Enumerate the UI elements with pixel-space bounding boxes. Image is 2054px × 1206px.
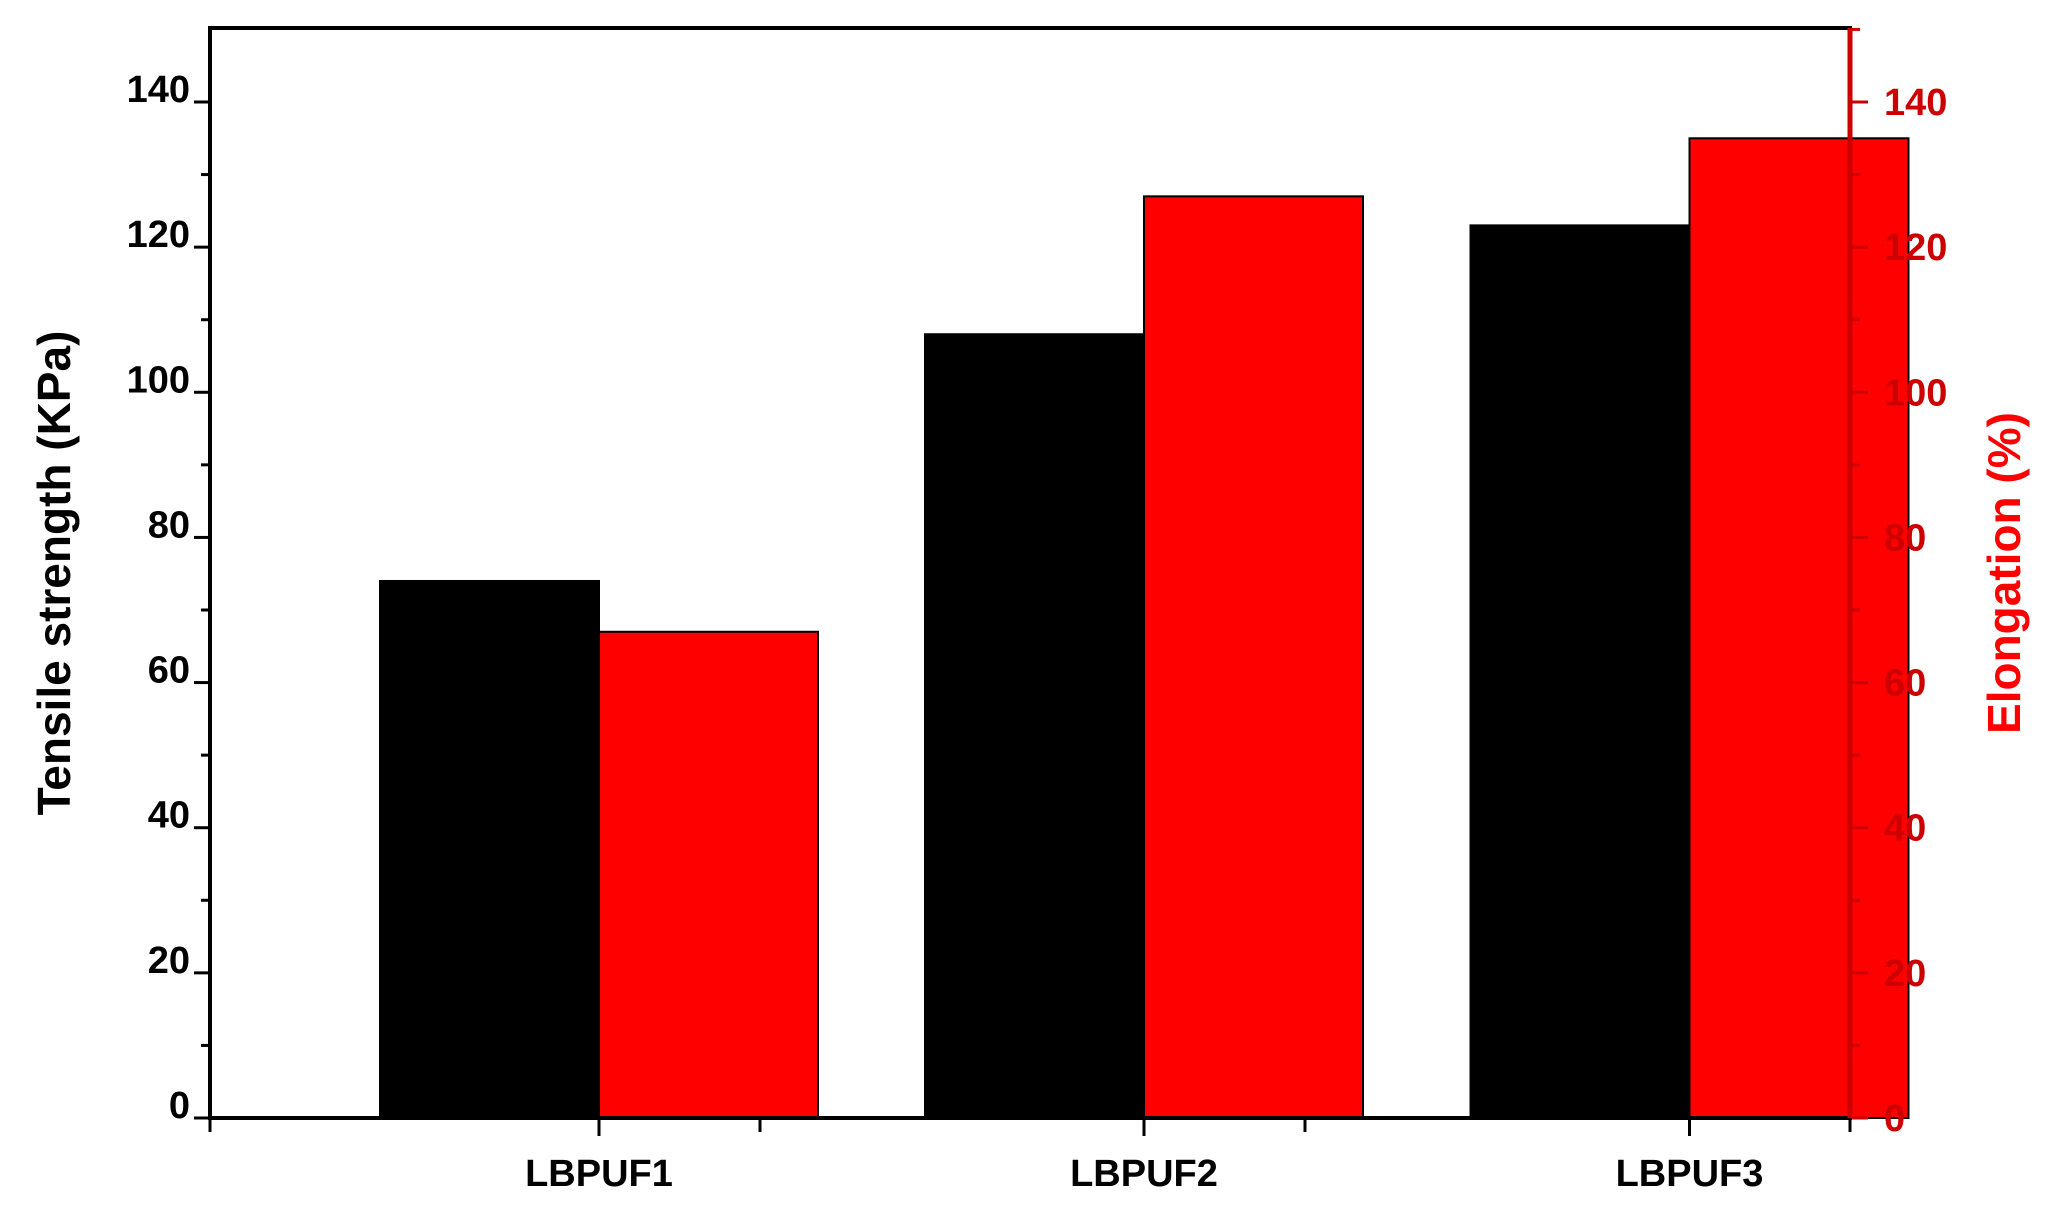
right-tick-label: 0 [1884,1098,1905,1140]
left-tick-label: 120 [127,214,190,256]
bar-elongation-lbpuf3 [1688,137,1910,1120]
right-tick-label: 120 [1884,227,1947,269]
left-tick-label: 140 [127,69,190,111]
right-tick-label: 100 [1884,372,1947,414]
x-category-label: LBPUF2 [1070,1153,1218,1195]
x-category-label: LBPUF3 [1616,1153,1764,1195]
bar-elongation-lbpuf1 [598,630,819,1119]
bars [379,137,1910,1120]
left-tick-label: 0 [169,1085,190,1127]
right-tick-label: 20 [1884,953,1926,995]
left-tick-label: 60 [148,650,190,692]
left-axis-title: Tensile strength (KPa) [28,331,80,816]
right-axis-title: Elongation (%) [1978,412,2030,734]
right-axis: 0 20 40 60 80 100 120 140 [1847,27,1947,1140]
left-tick-label: 20 [148,940,190,982]
x-category-label: LBPUF1 [525,1153,673,1195]
left-axis: 0 20 40 60 80 100 120 140 [127,69,210,1127]
bar-tensile-lbpuf1 [379,579,600,1119]
x-axis: LBPUF1 LBPUF2 LBPUF3 [208,1118,1852,1195]
left-tick-label: 40 [148,795,190,837]
right-tick-label: 140 [1884,82,1947,124]
bar-tensile-lbpuf2 [924,333,1145,1119]
left-tick-label: 80 [148,504,190,546]
bar-elongation-lbpuf2 [1143,195,1364,1120]
right-tick-label: 40 [1884,808,1926,850]
left-tick-label: 100 [127,359,190,401]
right-tick-label: 80 [1884,517,1926,559]
right-tick-label: 60 [1884,663,1926,705]
bar-tensile-lbpuf3 [1469,224,1691,1120]
